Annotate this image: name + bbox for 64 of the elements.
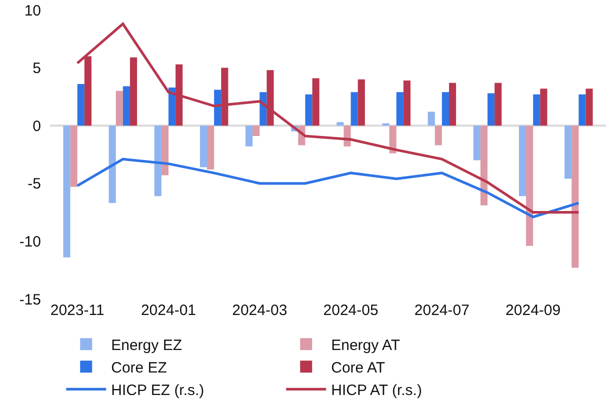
bar [207,126,214,170]
bar [403,80,410,126]
bar [122,86,130,126]
bar [428,112,435,126]
bar [396,92,404,126]
x-tick-label: 2023-11 [50,302,104,319]
bar [305,94,312,126]
bar [221,68,228,126]
y-tick-label: -5 [28,176,41,193]
x-tick-label: 2024-07 [414,302,470,319]
bar [266,70,274,126]
x-tick-label: 2024-09 [506,302,561,319]
bar [488,93,495,126]
x-tick-label: 2024-05 [323,302,378,319]
bar [108,126,116,204]
bar [214,90,222,126]
bar [77,84,84,126]
y-tick-label: 0 [32,118,41,135]
legend-label: Energy AT [331,337,400,354]
bar [84,56,92,126]
legend-label: Core AT [331,360,386,376]
bar [116,90,123,126]
bar [578,94,586,126]
legend-label: Core EZ [111,360,167,376]
bar [63,126,70,258]
y-tick-label: 10 [24,2,41,20]
bar [382,123,390,126]
bar [336,122,344,126]
bar [480,126,488,206]
bar [200,126,207,168]
y-tick-label: -10 [19,233,41,250]
legend-label: HICP AT (r.s.) [331,382,422,399]
bar [449,82,456,126]
bar [389,126,396,154]
x-tick-label: 2024-03 [232,302,288,319]
bar [358,79,365,126]
line-series [76,22,580,214]
bar [130,57,138,126]
bar [572,126,579,268]
bar [540,88,548,126]
bar [533,94,540,126]
legend-label: Energy EZ [111,337,182,354]
bar [442,92,449,126]
bar [526,126,534,246]
bar [473,126,480,160]
bar [252,126,260,136]
bar [70,126,78,187]
bar [161,126,168,176]
bar [312,78,320,126]
bar [176,64,183,126]
line-series [76,158,580,218]
bar [564,126,572,179]
legend-label: HICP EZ (r.s.) [111,382,204,399]
bar [350,92,358,126]
bar [246,126,253,146]
bar [154,126,162,196]
bar [168,87,176,126]
bar [586,88,593,126]
y-tick-label: 5 [32,60,41,78]
y-tick-label: -15 [19,291,41,308]
bar [494,82,502,126]
x-tick-label: 2024-01 [140,302,196,319]
bar [434,126,442,146]
bar [518,126,526,196]
